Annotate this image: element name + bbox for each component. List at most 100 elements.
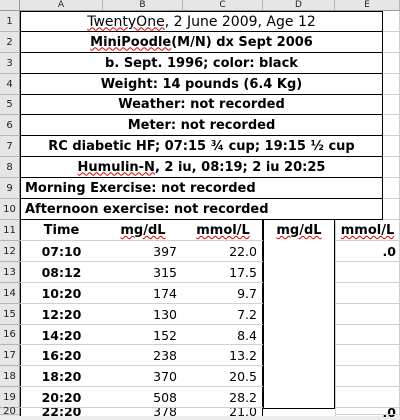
row-header-15[interactable]: 15 — [0, 304, 19, 325]
mgdl-cell[interactable]: 508 — [153, 390, 177, 405]
row-header-4[interactable]: 4 — [0, 74, 19, 95]
gridline-h — [383, 94, 400, 95]
gridline-h — [335, 240, 400, 241]
gridline-v — [335, 220, 336, 416]
gridline-h — [20, 282, 263, 283]
gridline-h — [383, 177, 400, 178]
cell-e12[interactable]: .0 — [382, 244, 396, 259]
mgdl-cell[interactable]: 152 — [153, 327, 177, 343]
title-cell[interactable]: TwentyOne, 2 June 2009, Age 12 — [20, 11, 383, 32]
gridline-h — [383, 73, 400, 74]
row-header-7[interactable]: 7 — [0, 136, 19, 157]
gridline-h — [20, 365, 263, 366]
afternoon-exercise-cell[interactable]: Afternoon exercise: not recorded — [20, 199, 383, 220]
gridline-h — [335, 365, 400, 366]
mmol-cell[interactable]: 9.7 — [237, 286, 257, 301]
breed-name: MiniPoodle — [90, 34, 172, 50]
gridline-h — [20, 240, 263, 241]
breed-rest: (M/N) dx Sept 2006 — [171, 34, 313, 50]
column-header-a[interactable]: A — [20, 0, 103, 10]
gridline-h — [20, 324, 263, 325]
breed-cell[interactable]: MiniPoodle (M/N) dx Sept 2006 — [20, 32, 383, 53]
row-header-9[interactable]: 9 — [0, 178, 19, 199]
select-all-corner[interactable] — [0, 0, 20, 10]
mgdl-cell[interactable]: 378 — [153, 404, 177, 419]
gridline-h — [335, 261, 400, 262]
row-header-11[interactable]: 11 — [0, 220, 19, 241]
gridline-h — [335, 324, 400, 325]
row-header-14[interactable]: 14 — [0, 283, 19, 304]
insulin-cell[interactable]: Humulin-N, 2 iu, 08:19; 2 iu 20:25 — [20, 157, 383, 178]
col-header-mmol-2[interactable]: mmol/L — [340, 223, 395, 238]
time-cell[interactable]: 12:20 — [41, 307, 82, 322]
mmol-cell[interactable]: 22.0 — [229, 244, 257, 259]
gridline-h — [335, 303, 400, 304]
col-header-mgdl[interactable]: mg/dL — [120, 223, 166, 238]
mmol-cell[interactable]: 17.5 — [229, 265, 257, 280]
mmol-cell[interactable]: 8.4 — [237, 327, 257, 343]
gridline-h — [20, 261, 263, 262]
mmol-cell[interactable]: 28.2 — [229, 390, 257, 405]
mmol-cell[interactable]: 7.2 — [237, 307, 257, 322]
time-cell[interactable]: 18:20 — [41, 369, 82, 384]
mgdl-cell[interactable]: 130 — [153, 307, 177, 322]
col-header-mmol[interactable]: mmol/L — [196, 223, 250, 238]
morning-exercise-cell[interactable]: Morning Exercise: not recorded — [20, 178, 383, 199]
row-header-5[interactable]: 5 — [0, 95, 19, 115]
time-cell[interactable]: 10:20 — [41, 286, 82, 301]
col-header-time[interactable]: Time — [43, 223, 80, 238]
gridline-h — [20, 407, 263, 408]
food-cell[interactable]: RC diabetic HF; 07:15 ¾ cup; 19:15 ½ cup — [20, 136, 383, 157]
row-header-bar: 1 2 3 4 5 6 7 8 9 10 11 12 13 14 15 16 17 18 19 20 — [0, 11, 20, 417]
weather-cell[interactable]: Weather: not recorded — [20, 95, 383, 115]
col-header-mgdl-2[interactable]: mg/dL — [276, 223, 322, 238]
column-header-b[interactable]: B — [103, 0, 183, 10]
time-cell[interactable]: 22:20 — [41, 404, 82, 419]
row-header-19[interactable]: 19 — [0, 387, 19, 408]
gridline-h — [20, 386, 263, 387]
table-border-d — [263, 220, 335, 409]
row-header-2[interactable]: 2 — [0, 32, 19, 53]
time-cell[interactable]: 14:20 — [41, 327, 82, 343]
mmol-cell[interactable]: 20.5 — [229, 369, 257, 384]
row-header-18[interactable]: 18 — [0, 366, 19, 387]
gridline-h — [335, 414, 400, 415]
mmol-cell[interactable]: 13.2 — [229, 348, 257, 363]
time-cell[interactable]: 08:12 — [41, 265, 82, 280]
gridline-h — [335, 282, 400, 283]
gridline-h — [383, 135, 400, 136]
row-header-12[interactable]: 12 — [0, 241, 19, 262]
row-header-3[interactable]: 3 — [0, 53, 19, 74]
column-header-c[interactable]: C — [183, 0, 263, 10]
column-header-e[interactable]: E — [335, 0, 400, 10]
gridline-h — [335, 386, 400, 387]
column-header-d[interactable]: D — [263, 0, 335, 10]
time-cell[interactable]: 07:10 — [41, 244, 82, 259]
row-header-1[interactable]: 1 — [0, 11, 19, 32]
time-cell[interactable]: 20:20 — [41, 390, 82, 405]
row-header-16[interactable]: 16 — [0, 325, 19, 345]
mgdl-cell[interactable]: 370 — [153, 369, 177, 384]
time-cell[interactable]: 16:20 — [41, 348, 82, 363]
mmol-cell[interactable]: 21.0 — [229, 404, 257, 419]
gridline-h — [383, 52, 400, 53]
mgdl-cell[interactable]: 397 — [153, 244, 177, 259]
gridline-h — [20, 303, 263, 304]
insulin-name: Humulin-N — [77, 159, 155, 175]
mgdl-cell[interactable]: 174 — [153, 286, 177, 301]
gridline-h — [383, 156, 400, 157]
row-header-10[interactable]: 10 — [0, 199, 19, 220]
meter-cell[interactable]: Meter: not recorded — [20, 115, 383, 136]
birth-cell[interactable]: b. Sept. 1996; color: black — [20, 53, 383, 74]
gridline-h — [335, 407, 400, 408]
row-header-13[interactable]: 13 — [0, 262, 19, 283]
row-header-6[interactable]: 6 — [0, 115, 19, 136]
mgdl-cell[interactable]: 238 — [153, 348, 177, 363]
row-header-8[interactable]: 8 — [0, 157, 19, 178]
row-header-20[interactable]: 20 — [0, 406, 19, 417]
cell-grid: TwentyOne, 2 June 2009, Age 12 MiniPoodl… — [20, 11, 400, 419]
weight-cell[interactable]: Weight: 14 pounds (6.4 Kg) — [20, 74, 383, 95]
row-header-17[interactable]: 17 — [0, 345, 19, 366]
mgdl-cell[interactable]: 315 — [153, 265, 177, 280]
